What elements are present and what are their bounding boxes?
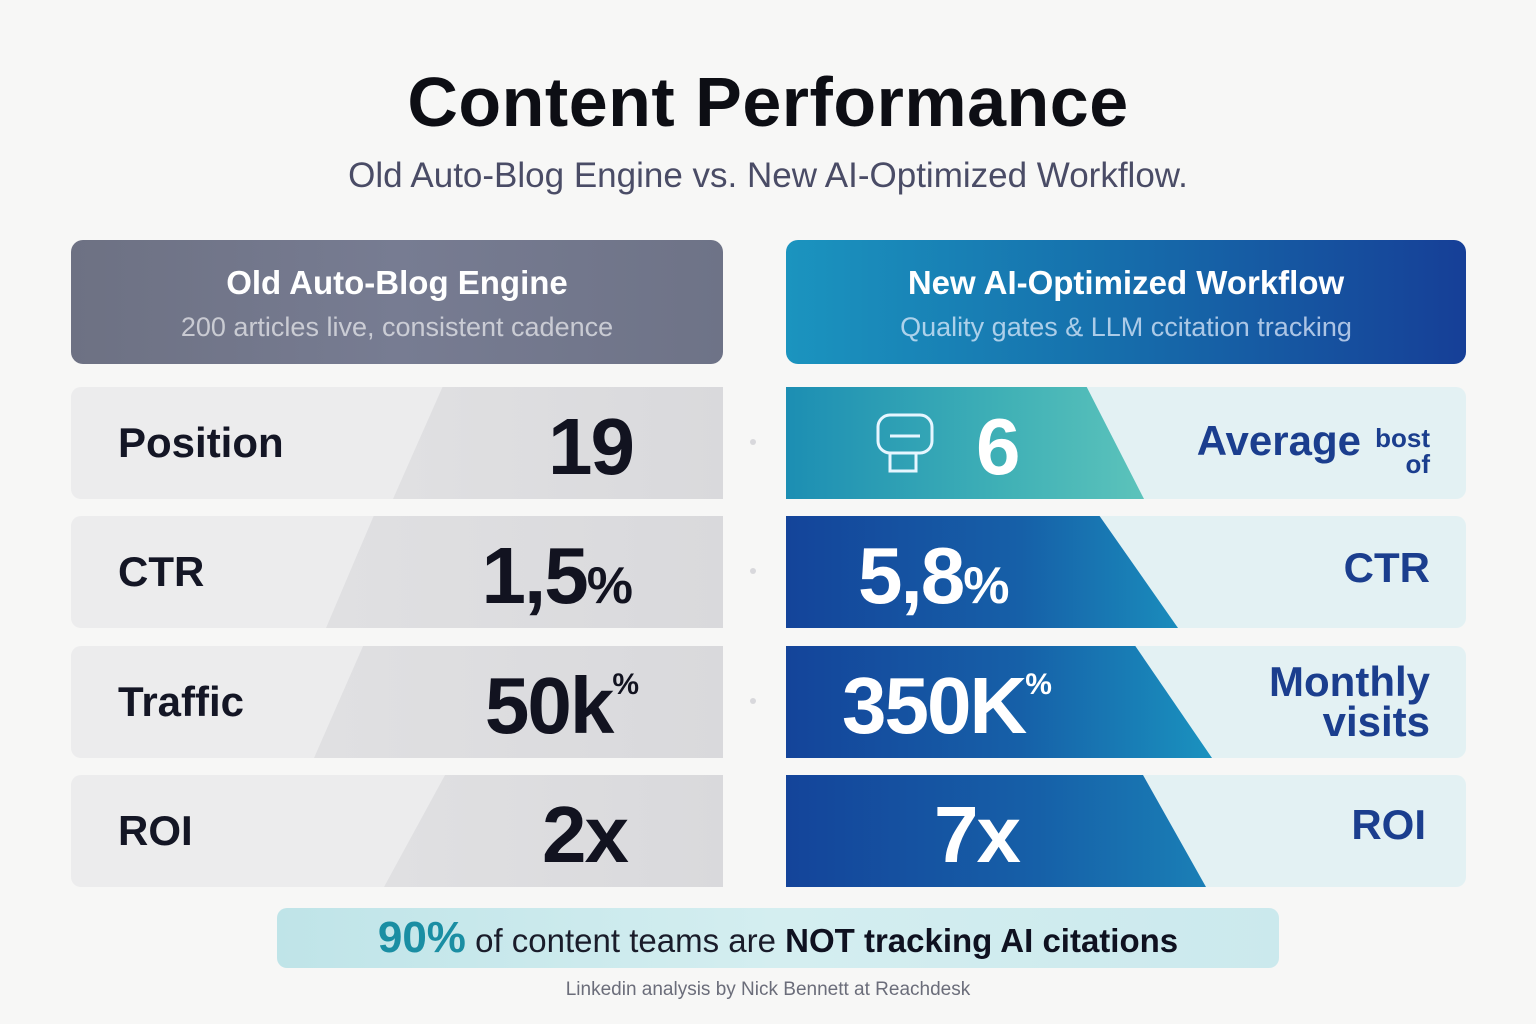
metric-label: CTR [118, 548, 205, 595]
old-value: 1,5% [481, 531, 633, 620]
new-position-cell: 6 Average bost of [786, 387, 1466, 499]
comparison-row-ctr: CTR 1,5% 5,8% CTR [0, 516, 1536, 628]
new-label: Monthly visits [1269, 658, 1430, 745]
divider-dot [750, 698, 756, 704]
old-engine-header: Old Auto-Blog Engine 200 articles live, … [71, 240, 723, 364]
metric-label: Position [118, 419, 284, 466]
old-value: 50k% [484, 661, 639, 750]
old-position-cell: Position 19 [71, 387, 723, 499]
old-ctr-cell: CTR 1,5% [71, 516, 723, 628]
new-label: ROI [1351, 801, 1426, 848]
comparison-row-traffic: Traffic 50k% 350K% Monthly visits [0, 646, 1536, 758]
old-value: 2x [542, 790, 629, 879]
metric-label: ROI [118, 807, 193, 854]
old-roi-cell: ROI 2x [71, 775, 723, 887]
metric-label: Traffic [118, 678, 245, 725]
banner-emphasis: NOT tracking AI citations [785, 922, 1179, 959]
new-workflow-header: New AI-Optimized Workflow Quality gates … [786, 240, 1466, 364]
source-footer: Linkedin analysis by Nick Bennett at Rea… [565, 979, 971, 1000]
old-engine-subtitle: 200 articles live, consistent cadence [180, 312, 614, 342]
new-roi-cell: 7x ROI [786, 775, 1466, 887]
old-engine-title: Old Auto-Blog Engine [226, 264, 568, 301]
new-value: 5,8% [858, 531, 1010, 620]
robot-icon [874, 411, 936, 482]
new-value: 6 [976, 402, 1020, 491]
new-value: 7x [934, 790, 1021, 879]
comparison-row-roi: ROI 2x 7x ROI [0, 775, 1536, 887]
new-value: 350K% [842, 661, 1052, 750]
divider-dot [750, 439, 756, 445]
new-traffic-cell: 350K% Monthly visits [786, 646, 1466, 758]
banner-stat: 90% [377, 913, 466, 962]
comparison-row-position: Position 19 6 Average bost of [0, 387, 1536, 499]
page-title: Content Performance [407, 63, 1129, 141]
divider-dot [750, 568, 756, 574]
page-subtitle: Old Auto-Blog Engine vs. New AI-Optimize… [348, 156, 1188, 195]
old-traffic-cell: Traffic 50k% [71, 646, 723, 758]
stat-banner: 90% of content teams are NOT tracking AI… [277, 908, 1279, 968]
new-label: Average [1196, 417, 1361, 464]
old-value: 19 [548, 402, 635, 491]
new-ctr-cell: 5,8% CTR [786, 516, 1466, 628]
new-workflow-subtitle: Quality gates & LLM ccitation tracking [900, 312, 1352, 342]
new-label: CTR [1343, 544, 1430, 591]
new-workflow-title: New AI-Optimized Workflow [907, 264, 1345, 301]
banner-text: of content teams are [475, 922, 776, 959]
new-label-extra: bost of [1375, 423, 1430, 479]
